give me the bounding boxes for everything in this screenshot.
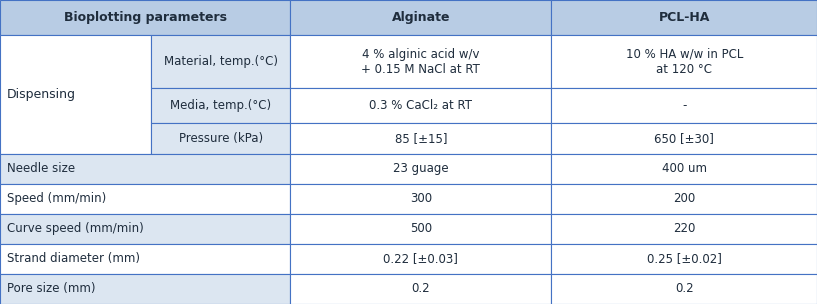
Bar [0,154,290,184]
Bar [151,35,290,88]
Bar [290,0,551,35]
Bar [551,214,817,244]
Text: 0.2: 0.2 [412,282,430,295]
Text: 0.3 % CaCl₂ at RT: 0.3 % CaCl₂ at RT [369,99,472,112]
Text: Alginate: Alginate [391,11,450,24]
Text: Media, temp.(°C): Media, temp.(°C) [170,99,271,112]
Text: 0.25 [±0.02]: 0.25 [±0.02] [647,252,721,265]
Text: 85 [±15]: 85 [±15] [395,132,447,145]
Bar [551,154,817,184]
Bar [551,184,817,214]
Bar [0,214,290,244]
Bar [551,35,817,88]
Text: Dispensing: Dispensing [7,88,75,101]
Bar [0,274,290,304]
Bar [0,244,290,274]
Text: 0.22 [±0.03]: 0.22 [±0.03] [383,252,458,265]
Bar [551,88,817,123]
Text: Speed (mm/min): Speed (mm/min) [7,192,105,205]
Text: -: - [682,99,686,112]
Text: 220: 220 [673,222,695,235]
Text: PCL-HA: PCL-HA [659,11,710,24]
Bar [551,274,817,304]
Bar [551,244,817,274]
Bar [290,184,551,214]
Bar [290,154,551,184]
Bar [0,0,290,35]
Text: 4 % alginic acid w/v
+ 0.15 M NaCl at RT: 4 % alginic acid w/v + 0.15 M NaCl at RT [361,47,480,76]
Text: 0.2: 0.2 [675,282,694,295]
Bar [290,274,551,304]
Text: Pore size (mm): Pore size (mm) [7,282,95,295]
Bar [151,88,290,123]
Text: 23 guage: 23 guage [393,162,449,175]
Bar [151,123,290,154]
Text: Strand diameter (mm): Strand diameter (mm) [7,252,140,265]
Bar [290,123,551,154]
Text: 500: 500 [409,222,432,235]
Text: 300: 300 [409,192,432,205]
Bar [0,184,290,214]
Bar [551,123,817,154]
Bar [290,88,551,123]
Text: 400 um: 400 um [662,162,707,175]
Text: 10 % HA w/w in PCL
at 120 °C: 10 % HA w/w in PCL at 120 °C [626,47,743,76]
Text: Needle size: Needle size [7,162,74,175]
Text: Material, temp.(°C): Material, temp.(°C) [163,55,278,68]
Text: Bioplotting parameters: Bioplotting parameters [64,11,226,24]
Bar [290,35,551,88]
Bar [290,214,551,244]
Text: 200: 200 [673,192,695,205]
Bar [290,244,551,274]
Bar [551,0,817,35]
Bar [0,35,151,154]
Text: Curve speed (mm/min): Curve speed (mm/min) [7,222,143,235]
Text: Pressure (kPa): Pressure (kPa) [179,132,262,145]
Text: 650 [±30]: 650 [±30] [654,132,714,145]
